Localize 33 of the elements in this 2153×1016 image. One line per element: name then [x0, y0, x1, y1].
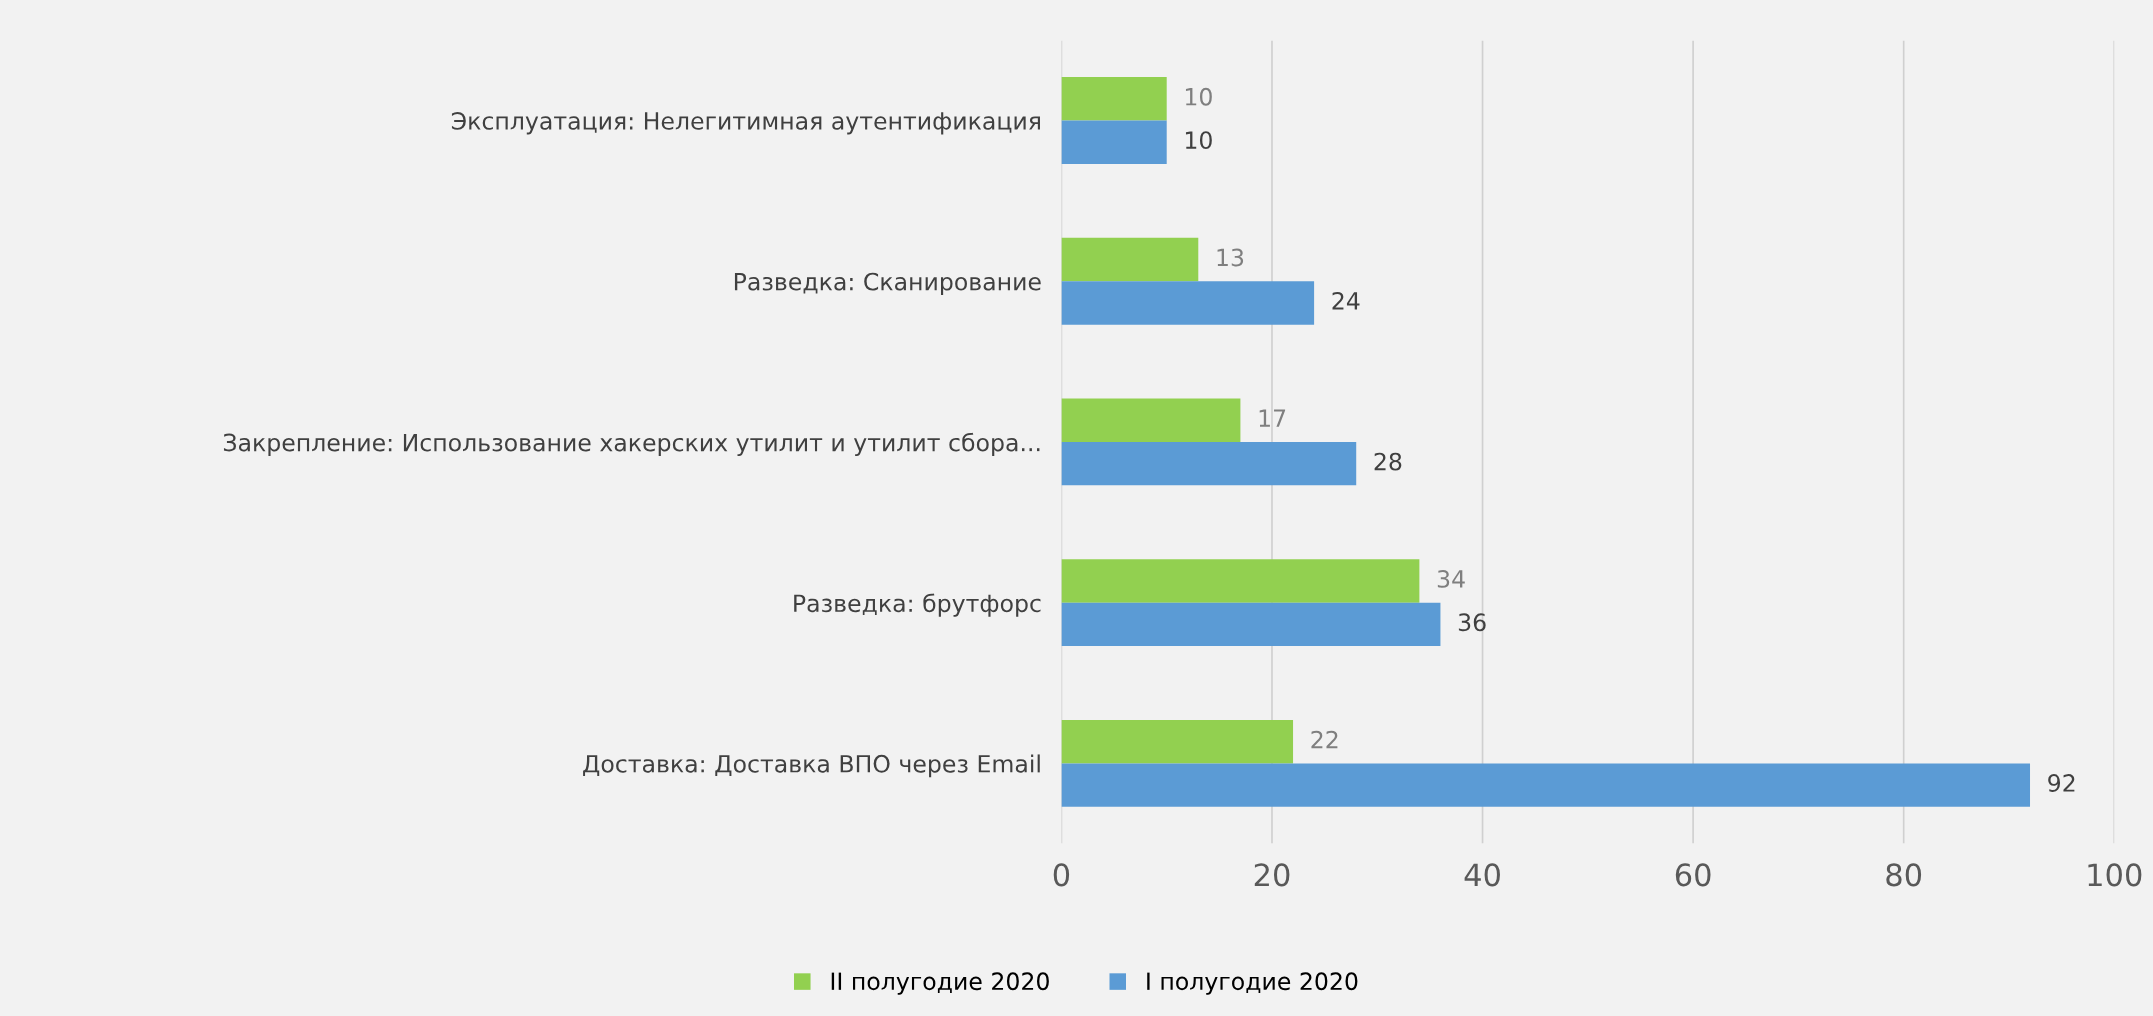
- data-label: 10: [1185, 87, 1212, 106]
- bar: [1061, 398, 1241, 442]
- x-tick-label: 80: [1886, 863, 1922, 887]
- bar: [1061, 441, 1357, 486]
- bar: [1061, 237, 1199, 282]
- y-tick-label: Разведка: брутфорс: [794, 593, 1041, 617]
- data-label: 34: [1437, 569, 1465, 588]
- y-tick-label: Эксплуатация: Нелегитимная аутентификация: [451, 111, 1040, 135]
- bar: [1061, 763, 2031, 807]
- bar: [1061, 720, 1294, 764]
- y-tick-label: Разведка: Сканирование: [734, 272, 1041, 296]
- x-tick-label: 0: [1053, 863, 1070, 887]
- y-tick-label: Закрепление: Использование хакерских утилит и утилит сбора...: [223, 432, 1040, 457]
- x-tick-label: 100: [2088, 863, 2142, 887]
- y-tick-label: Доставка: Доставка ВПО через Email: [583, 754, 1040, 778]
- bar: [1061, 77, 1167, 121]
- data-label: 10: [1185, 131, 1212, 150]
- bar: [1061, 602, 1441, 647]
- data-label: 13: [1217, 248, 1244, 267]
- data-label: 24: [1332, 291, 1360, 310]
- data-label: 92: [2048, 774, 2075, 792]
- data-label: 22: [1311, 730, 1338, 749]
- bar: [1061, 281, 1315, 325]
- bar: [1061, 559, 1420, 603]
- legend-label: I полугодие 2020: [1147, 972, 1358, 995]
- x-tick-label: 40: [1464, 863, 1500, 887]
- data-label: 36: [1458, 613, 1486, 632]
- legend-label: II полугодие 2020: [831, 972, 1049, 995]
- data-label: 28: [1374, 452, 1402, 471]
- data-label: 17: [1259, 409, 1286, 427]
- x-tick-label: 60: [1675, 863, 1711, 887]
- x-tick-label: 20: [1254, 863, 1290, 887]
- bar: [1061, 120, 1167, 164]
